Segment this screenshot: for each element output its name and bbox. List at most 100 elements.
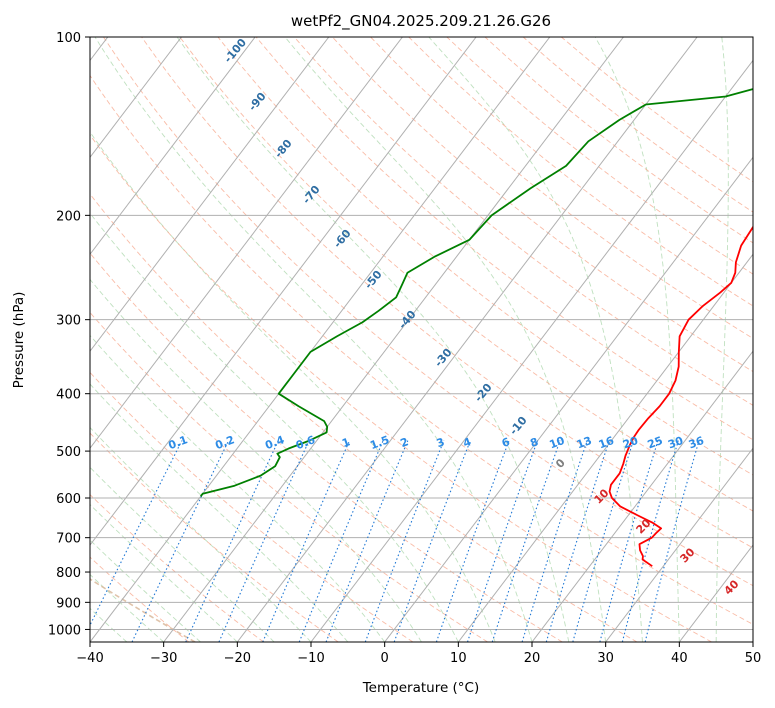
x-tick-label: 20 [524,651,541,666]
moist-adiabat [284,37,607,642]
dry-adiabat [90,493,264,642]
mixing-ratio-label: 0.4 [263,433,286,452]
y-tick-label: 300 [56,314,81,329]
temperature-profile [608,225,753,567]
mixing-ratio-line [545,440,610,642]
mixing-ratio-label: 3 [435,435,447,450]
mixing-ratio-line [572,440,634,642]
reference-adiabat [90,578,196,642]
isotherm-gridline [90,37,477,546]
x-tick-label: 10 [450,651,467,666]
plot-area: -100-90-80-70-60-50-40-30-20-100.1 0.2 0.4… [90,37,753,642]
isotherm-gridline [384,156,753,642]
plot-frame [89,36,754,643]
moist-adiabat [90,334,386,642]
y-axis-label: Pressure (hPa) [11,292,27,389]
moist-adiabats [90,37,729,642]
isotherm-gridline [457,253,753,642]
x-tick-label: 50 [745,651,762,666]
isotherm-gridline [752,641,753,642]
y-tick-label: 1000 [48,623,81,638]
dewpoint-profile [200,88,753,497]
dry-adiabat [332,37,753,373]
x-axis-ticks: −40 −30 −20 −10 0 10 20 30 40 50 [76,642,761,666]
mixing-ratio-lines [90,440,700,642]
isotherm-gridline [90,37,551,642]
mixing-ratio-label: 13 [575,434,594,451]
moist-adiabat [176,37,570,642]
mixing-ratio-label: 20 [621,434,640,452]
dry-adiabat [179,37,753,512]
y-tick-label: 500 [56,445,81,460]
moist-adiabat [90,278,422,642]
isotherm-gridline [163,37,624,642]
dry-adiabat [217,37,753,476]
mixing-ratio-label: 1.5 [368,433,391,452]
isotherm-gridline [90,37,256,256]
moist-adiabat [94,37,533,642]
x-tick-label: −10 [297,651,324,666]
dry-adiabat [103,37,753,587]
x-tick-label: 40 [671,651,688,666]
y-tick-label: 200 [56,209,81,224]
moist-adiabat [90,383,349,642]
dry-adiabat [90,74,753,625]
isotherm-gridline [90,37,330,353]
dry-adiabat [90,311,488,642]
mixing-ratio-label: 1 [340,435,352,450]
dry-adiabat [90,556,190,642]
y-tick-label: 700 [56,532,81,547]
mixing-ratio-line [435,440,510,642]
mixing-ratio-label: 25 [646,434,665,451]
x-tick-label: −40 [76,651,103,666]
mixing-ratio-label: 0.1 [167,433,190,452]
dry-adiabat [293,37,753,406]
mixing-ratio-line [393,440,471,642]
mixing-ratio-label: 4 [461,435,473,450]
mixing-ratio-line [599,440,659,642]
x-tick-label: −30 [150,651,177,666]
x-axis-label: Temperature (°C) [362,680,480,696]
moist-adiabat [90,466,275,642]
mixing-ratio-label: 2 [399,435,411,450]
y-tick-label: 800 [56,566,81,581]
mixing-ratio-label: 36 [687,434,706,452]
chart-title: wetPf2_GN04.2025.209.21.26.G26 [291,12,551,31]
x-tick-label: 0 [381,651,389,666]
x-tick-label: 30 [597,651,614,666]
pressure-gridlines [90,37,753,630]
y-tick-label: 600 [56,492,81,507]
dry-adiabat [90,252,563,642]
mixing-ratio-label: 0.6 [294,433,317,452]
y-tick-label: 900 [56,596,81,611]
moist-adiabat [715,37,729,642]
dry-adiabat [90,134,712,642]
moist-adiabat [90,212,459,642]
mixing-ratio-line [218,440,310,642]
profile-series [200,88,753,567]
isotherm-gridline [531,350,753,642]
mixing-ratio-line [644,440,700,642]
y-axis-ticks: 100 200 300 400 500 600 700 800 900 1000 [48,31,90,638]
mixing-ratio-label: 16 [597,434,616,452]
mixing-ratio-line [262,440,351,642]
isotherm-gridline [90,37,182,159]
isotherm-gridline [605,447,753,642]
dry-adiabat [90,193,638,642]
mixing-ratio-label: 30 [666,434,685,452]
mixing-ratio-label: 0.2 [213,433,236,452]
y-tick-label: 400 [56,388,81,403]
isotherm-gridline [90,37,403,449]
mixing-ratio-label: 10 [548,434,567,452]
moist-adiabat [428,37,643,642]
mixing-ratio-line [90,440,183,627]
mixing-ratio-line [298,440,384,642]
moist-adiabat [594,37,680,642]
y-tick-label: 100 [56,31,81,46]
isotherm-gridline [310,59,753,642]
mixing-ratio-line [521,440,588,642]
isotherm-gridlines [90,37,753,642]
mixing-ratio-line [185,440,279,642]
isotherm-gridline [236,37,698,642]
